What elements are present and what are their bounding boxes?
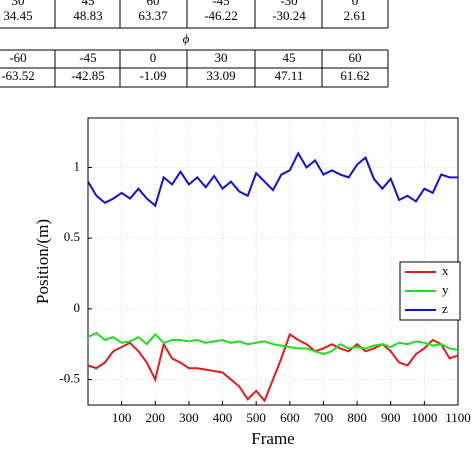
table-cell: -42.85 <box>71 68 105 83</box>
table-cell: 47.11 <box>275 68 304 83</box>
table-cell: 60 <box>349 50 362 65</box>
x-axis-label: Frame <box>251 429 294 448</box>
table-cell: 45 <box>283 50 296 65</box>
table-cell: 30 <box>12 0 25 8</box>
y-tick-label: 1 <box>74 158 81 173</box>
table-cell: -63.52 <box>1 68 35 83</box>
y-axis-label: Position/(m) <box>33 219 52 304</box>
data-line <box>87 332 459 403</box>
table-cell: 0 <box>352 0 359 8</box>
data-line <box>87 331 459 356</box>
x-tick-label: 800 <box>347 410 367 425</box>
legend-label: z <box>442 301 448 316</box>
table-cell: 0 <box>150 50 157 65</box>
x-tick-label: 200 <box>146 410 166 425</box>
table-cell: 60 <box>147 0 160 8</box>
data-line <box>87 151 458 208</box>
x-tick-label: 600 <box>280 410 300 425</box>
table: ϕ <box>0 27 388 88</box>
x-tick-label: 700 <box>314 410 334 425</box>
table-cell: 48.83 <box>73 8 102 23</box>
legend-label: x <box>442 263 449 278</box>
x-tick-label: 1100 <box>445 410 471 425</box>
table-cell: 30 <box>215 50 228 65</box>
table-cell: -45 <box>212 0 229 8</box>
x-tick-label: 1000 <box>411 410 437 425</box>
legend-label: y <box>442 282 449 297</box>
table-cell: -30.24 <box>272 8 306 23</box>
x-tick-label: 900 <box>381 410 401 425</box>
table-cell: 63.37 <box>138 8 168 23</box>
x-tick-label: 300 <box>179 410 199 425</box>
y-tick-label: -0.5 <box>59 371 80 386</box>
table-cell: -1.09 <box>139 68 166 83</box>
table-cell: 2.61 <box>344 8 367 23</box>
y-tick-label: 0.5 <box>64 229 80 244</box>
x-tick-label: 400 <box>213 410 233 425</box>
table-cell: -46.22 <box>204 8 238 23</box>
x-tick-label: 500 <box>246 410 266 425</box>
table-group-label: ϕ <box>183 31 190 46</box>
table-cell: -60 <box>9 50 26 65</box>
table-cell: 45 <box>82 0 95 8</box>
table-cell: -45 <box>79 50 96 65</box>
table-cell: 34.45 <box>3 8 32 23</box>
table-cell: 33.09 <box>206 68 235 83</box>
x-tick-label: 100 <box>112 410 132 425</box>
table-cell: 61.62 <box>340 68 369 83</box>
y-tick-label: 0 <box>74 300 81 315</box>
table-cell: -30 <box>280 0 297 8</box>
